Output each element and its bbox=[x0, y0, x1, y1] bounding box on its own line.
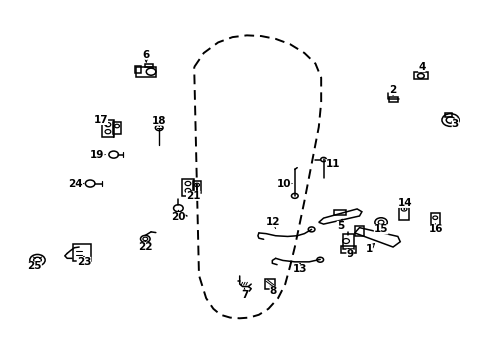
Text: 2: 2 bbox=[388, 85, 396, 95]
Bar bbox=[430, 213, 439, 229]
Bar bbox=[444, 113, 450, 117]
Bar bbox=[413, 72, 427, 80]
Bar bbox=[341, 246, 355, 253]
Text: 5: 5 bbox=[336, 219, 343, 231]
Bar bbox=[144, 64, 153, 67]
Bar bbox=[136, 67, 156, 77]
Text: 22: 22 bbox=[138, 242, 152, 252]
Text: 20: 20 bbox=[171, 211, 185, 222]
Text: 25: 25 bbox=[27, 261, 42, 271]
Text: 21: 21 bbox=[185, 191, 200, 201]
Text: 11: 11 bbox=[325, 159, 340, 169]
Text: 18: 18 bbox=[152, 116, 166, 126]
Text: 7: 7 bbox=[240, 288, 248, 300]
Bar bbox=[102, 120, 114, 137]
Text: 19: 19 bbox=[90, 150, 104, 159]
Bar bbox=[135, 66, 140, 73]
Bar bbox=[388, 97, 397, 102]
Bar bbox=[182, 179, 194, 196]
Text: 9: 9 bbox=[346, 249, 353, 259]
Text: 23: 23 bbox=[77, 257, 91, 267]
Bar bbox=[343, 234, 353, 249]
Bar bbox=[73, 243, 91, 261]
Text: 13: 13 bbox=[292, 264, 307, 274]
Text: 8: 8 bbox=[269, 286, 276, 296]
Text: 1: 1 bbox=[365, 243, 374, 254]
Text: 4: 4 bbox=[417, 62, 425, 73]
Text: 6: 6 bbox=[142, 50, 150, 62]
Text: 16: 16 bbox=[428, 224, 443, 234]
Text: 10: 10 bbox=[277, 179, 291, 189]
Bar bbox=[399, 206, 408, 220]
Text: 17: 17 bbox=[93, 115, 108, 126]
Text: 14: 14 bbox=[397, 198, 411, 210]
Bar bbox=[192, 181, 201, 193]
Bar bbox=[112, 122, 121, 134]
Text: 24: 24 bbox=[68, 179, 83, 189]
Text: 15: 15 bbox=[373, 224, 387, 234]
Bar bbox=[264, 279, 275, 289]
Bar bbox=[354, 226, 363, 236]
Text: 12: 12 bbox=[265, 217, 280, 229]
Text: 3: 3 bbox=[450, 118, 458, 129]
Bar bbox=[334, 210, 346, 215]
